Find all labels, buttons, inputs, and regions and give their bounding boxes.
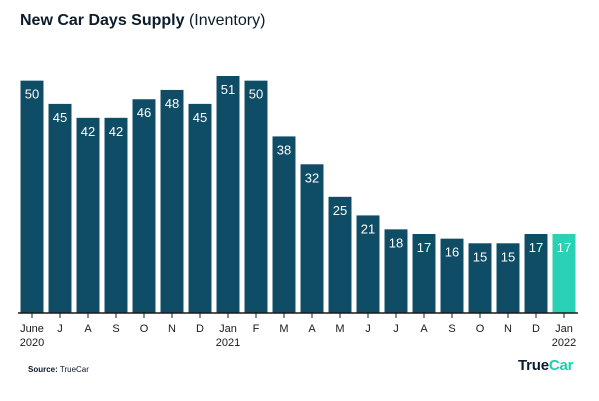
x-tick-label-16: O	[476, 323, 485, 335]
bar-4	[132, 99, 156, 314]
x-tick-label-12: J	[365, 323, 371, 335]
x-tick-label-5: N	[168, 323, 176, 335]
brand-name-part2: Car	[548, 357, 574, 374]
x-tick-label-19: Jan	[555, 323, 573, 335]
bar-15	[440, 238, 464, 313]
x-tick-label-13: J	[393, 323, 399, 335]
bar-0	[20, 80, 44, 314]
bar-value-label-10: 32	[305, 170, 319, 185]
bar-value-label-3: 42	[109, 124, 123, 139]
x-tick-label-18: D	[532, 323, 540, 335]
bar-value-label-14: 17	[417, 240, 431, 255]
bar-1	[48, 103, 72, 313]
x-tick-label-7: Jan	[219, 323, 237, 335]
bar-value-label-17: 15	[501, 249, 515, 264]
bar-value-label-1: 45	[53, 110, 67, 125]
brand-name-part1: True	[518, 357, 549, 374]
bar-19	[552, 234, 576, 313]
x-tick-label-6: D	[196, 323, 204, 335]
x-tick-label-2: A	[84, 323, 92, 335]
bar-8	[244, 80, 268, 314]
chart-title-main: New Car Days Supply	[20, 12, 185, 29]
x-tick-label-0: June	[20, 323, 44, 335]
source-label: Source:	[28, 365, 58, 374]
x-tick-label-11: M	[335, 323, 344, 335]
bar-12	[356, 215, 380, 313]
chart-title: New Car Days Supply (Inventory)	[20, 12, 265, 30]
bar-value-label-7: 51	[221, 82, 235, 97]
x-tick-label-14: A	[420, 323, 428, 335]
x-tick-label-4: O	[140, 323, 149, 335]
source-value: TrueCar	[59, 365, 89, 374]
bar-value-label-12: 21	[361, 221, 375, 236]
bar-10	[300, 164, 324, 313]
bar-value-label-6: 45	[193, 110, 207, 125]
chart-title-suffix: (Inventory)	[188, 12, 266, 29]
bar-5	[160, 89, 184, 313]
x-tick-label-3: S	[112, 323, 119, 335]
bar-value-label-19: 17	[557, 240, 571, 255]
bar-value-label-5: 48	[165, 96, 179, 111]
bar-value-label-9: 38	[277, 142, 291, 157]
bar-9	[272, 136, 296, 313]
x-year-label-19: 2022	[552, 337, 576, 349]
bar-value-label-18: 17	[529, 240, 543, 255]
bar-14	[412, 234, 436, 313]
bar-17	[496, 243, 520, 313]
bar-3	[104, 117, 128, 313]
bar-value-label-2: 42	[81, 124, 95, 139]
x-tick-label-1: J	[57, 323, 63, 335]
bar-16	[468, 243, 492, 313]
bar-value-label-4: 46	[137, 105, 151, 120]
x-tick-label-15: S	[448, 323, 455, 335]
bar-value-label-15: 16	[445, 245, 459, 260]
bar-13	[384, 229, 408, 313]
x-tick-label-9: M	[279, 323, 288, 335]
bar-18	[524, 234, 548, 313]
x-tick-label-8: F	[253, 323, 260, 335]
bar-7	[216, 76, 240, 313]
x-year-label-0: 2020	[20, 337, 44, 349]
bar-value-label-16: 15	[473, 249, 487, 264]
bar-value-label-11: 25	[333, 203, 347, 218]
bar-value-label-13: 18	[389, 235, 403, 250]
bar-value-label-0: 50	[25, 87, 39, 102]
source-note: Source: TrueCar	[28, 365, 89, 374]
bar-11	[328, 196, 352, 313]
bar-2	[76, 117, 100, 313]
bar-6	[188, 103, 212, 313]
truecar-logo: TrueCar	[518, 357, 574, 374]
x-tick-label-17: N	[504, 323, 512, 335]
x-year-label-7: 2021	[216, 337, 240, 349]
bar-value-label-8: 50	[249, 87, 263, 102]
x-tick-label-10: A	[308, 323, 316, 335]
